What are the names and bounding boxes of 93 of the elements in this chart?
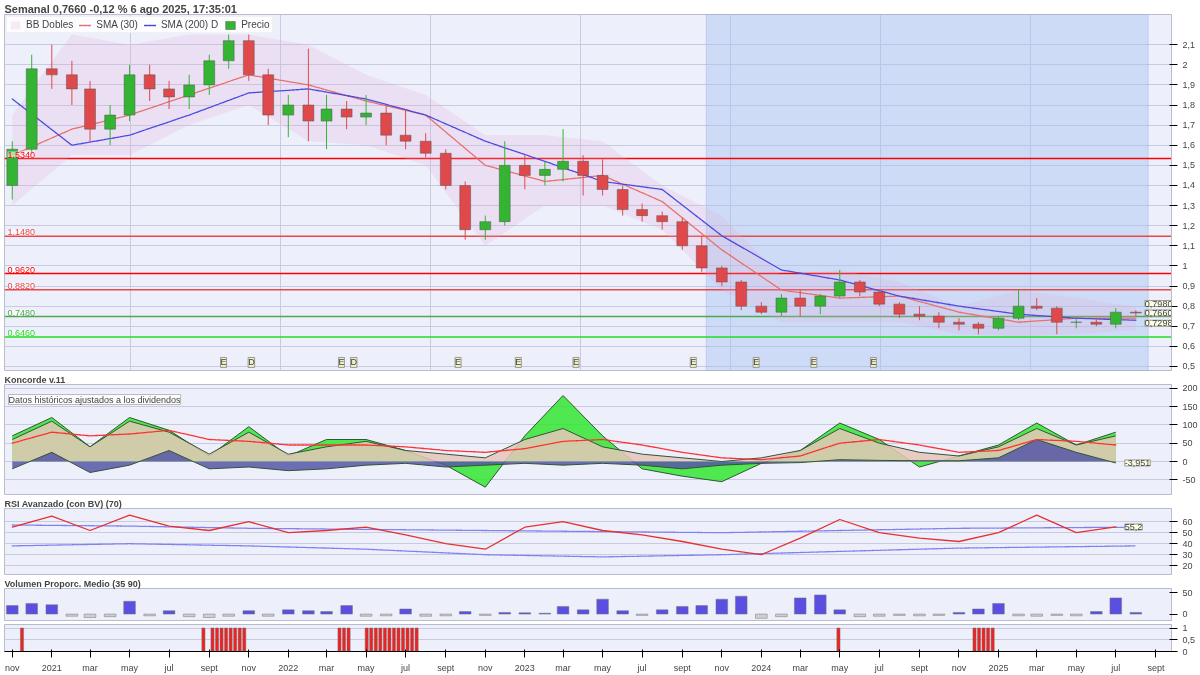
x-tick-label: nov [714, 662, 730, 673]
legend-label: SMA (30) [96, 19, 138, 30]
y-tick-label: 0,6 [1182, 341, 1196, 352]
y-tick-label: 1,9 [1182, 79, 1196, 90]
y-tick-label: 0 [1182, 609, 1188, 620]
x-tick-label: may [1067, 662, 1086, 673]
x-tick-label: nov [951, 662, 967, 673]
y-tick-label: 1,5 [1182, 160, 1196, 171]
annotation: E [690, 357, 697, 368]
chart-title: RSI Avanzado (con BV) (70) [4, 498, 122, 509]
x-tick-label: sept [1147, 662, 1165, 673]
y-tick-label: 1,3 [1182, 200, 1196, 211]
x-tick-label: 2025 [988, 662, 1009, 673]
chart-title: Volumen Proporc. Medio (35 90) [4, 578, 141, 589]
x-tick-label: mar [318, 662, 335, 673]
annotation: E [338, 357, 345, 368]
legend-label: Precio [241, 19, 270, 30]
annotation: E [870, 357, 877, 368]
x-tick-label: may [831, 662, 849, 673]
x-tick-label: may [121, 662, 139, 673]
x-tick-label: sept [673, 662, 692, 673]
y-tick-label: 0 [1182, 456, 1188, 467]
y-tick-label: 0,8 [1182, 301, 1196, 312]
x-tick-label: 2023 [514, 662, 535, 673]
x-tick-label: 2021 [41, 662, 62, 673]
x-tick-label: sept [910, 662, 929, 673]
annotation: 0,7660 [1144, 307, 1173, 318]
annotation: D [248, 357, 256, 368]
annotation: D [350, 357, 358, 368]
chart-title: Semanal 0,7660 -0,12 % 6 ago 2025, 17:35:01 [4, 2, 237, 15]
x-tick-label: mar [792, 662, 808, 673]
ref-line-label: 0,9620 [7, 264, 36, 275]
y-tick-label: 0,5 [1182, 361, 1196, 372]
y-tick-label: 2 [1182, 59, 1188, 70]
y-tick-label: 60 [1182, 516, 1193, 527]
y-tick-label: 1,2 [1182, 220, 1196, 231]
y-tick-label: 0,7 [1182, 321, 1196, 332]
annotation: E [810, 357, 817, 368]
annotation: 0,7980 [1144, 298, 1173, 309]
x-tick-label: jul [400, 662, 411, 673]
y-tick-label: 0,5 [1182, 634, 1196, 645]
annotation: Datos históricos ajustados a los dividendos [8, 394, 182, 405]
x-tick-label: jul [636, 662, 647, 673]
x-tick-label: sept [200, 662, 219, 673]
x-tick-label: mar [1028, 662, 1045, 673]
x-tick-label: nov [5, 662, 21, 673]
annotation: E [515, 357, 522, 368]
y-tick-label: 20 [1182, 560, 1193, 571]
x-tick-label: jul [873, 662, 884, 673]
y-tick-label: 0,9 [1182, 281, 1196, 292]
y-tick-label: 100 [1182, 419, 1198, 430]
x-tick-label: jul [1110, 662, 1121, 673]
x-tick-label: sept [437, 662, 455, 673]
annotation: E [220, 357, 227, 368]
y-tick-label: 50 [1182, 438, 1193, 449]
legend-label: BB Dobles [26, 19, 74, 30]
y-tick-label: 0 [1182, 646, 1188, 657]
y-tick-label: 2,1 [1182, 39, 1196, 50]
y-tick-label: 1,7 [1182, 120, 1196, 131]
y-tick-label: 50 [1182, 587, 1193, 598]
y-tick-label: -50 [1182, 474, 1196, 485]
x-tick-label: mar [555, 662, 571, 673]
x-tick-label: 2024 [751, 662, 772, 673]
x-tick-label: 2022 [278, 662, 299, 673]
annotation: E [753, 357, 760, 368]
annotation: 0,7298 [1144, 318, 1173, 329]
y-tick-label: 1 [1182, 260, 1188, 271]
ref-line-label: 1,5340 [7, 149, 36, 160]
ref-line-label: 0,8820 [7, 280, 36, 291]
chart-title: Koncorde v.11 [4, 374, 66, 385]
y-tick-label: 30 [1182, 549, 1193, 560]
annotation: E [455, 357, 462, 368]
annotation: -3,951 [1124, 457, 1151, 468]
x-tick-label: nov [478, 662, 494, 673]
y-tick-label: 40 [1182, 538, 1193, 549]
x-tick-label: may [357, 662, 376, 673]
x-tick-label: jul [163, 662, 174, 673]
y-tick-label: 1,1 [1182, 240, 1196, 251]
y-tick-label: 1,8 [1182, 100, 1196, 111]
y-tick-label: 1 [1182, 623, 1188, 634]
y-tick-label: 50 [1182, 527, 1193, 538]
y-tick-label: 200 [1182, 383, 1198, 394]
annotation: E [573, 357, 580, 368]
y-tick-label: 1,6 [1182, 140, 1196, 151]
ref-line-label: 0,7480 [7, 307, 36, 318]
y-tick-label: 1,4 [1182, 180, 1196, 191]
x-tick-label: nov [241, 662, 257, 673]
ref-line-label: 0,6460 [7, 328, 36, 339]
legend-label: SMA (200) D [160, 19, 219, 30]
ref-line-label: 1,1480 [7, 227, 36, 238]
y-tick-label: 150 [1182, 401, 1198, 412]
x-tick-label: mar [82, 662, 98, 673]
x-tick-label: may [594, 662, 612, 673]
